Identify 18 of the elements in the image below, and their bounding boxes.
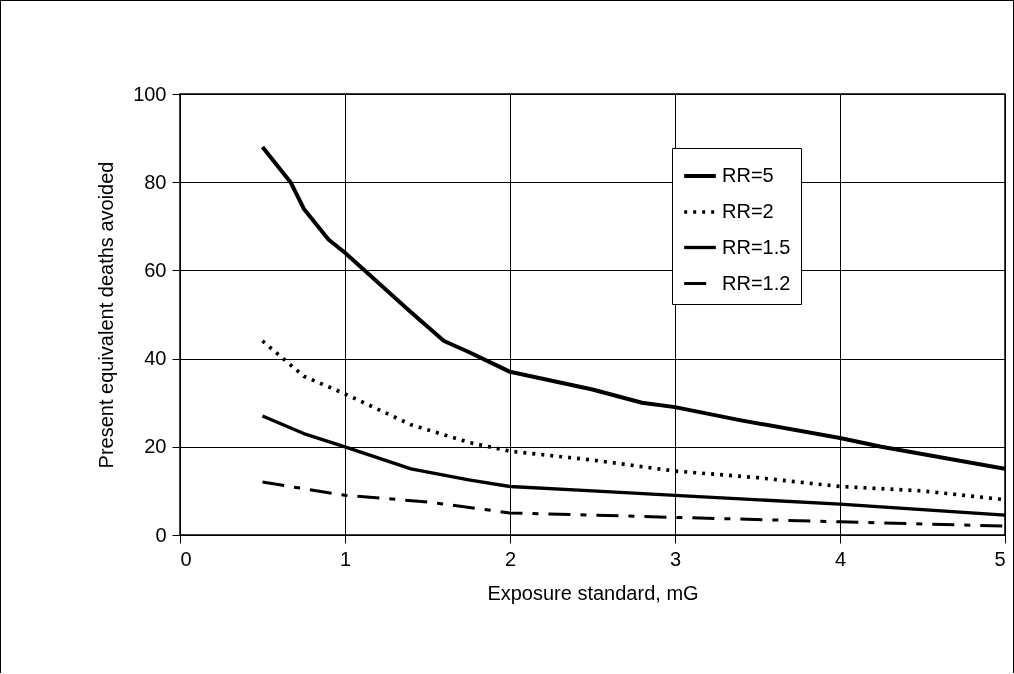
y-tick-label: 100 [133, 82, 167, 105]
x-tick-label: 2 [504, 547, 517, 570]
legend-label: RR=1.5 [722, 235, 791, 258]
y-tick-label: 20 [144, 435, 167, 458]
legend-label: RR=2 [722, 200, 774, 222]
legend-label: RR=5 [722, 164, 774, 186]
y-tick-label: 60 [144, 258, 167, 281]
x-tick-label: 3 [669, 547, 682, 570]
x-tick-label: 4 [834, 547, 847, 570]
y-tick-label: 0 [155, 523, 167, 546]
y-tick-label: 40 [144, 347, 167, 370]
x-tick-label: 1 [339, 547, 352, 570]
y-tick-label: 80 [144, 170, 167, 193]
x-axis-title: Exposure standard, mG [487, 581, 699, 604]
x-tick-label: 0 [180, 547, 192, 570]
legend-label: RR=1.2 [722, 271, 791, 294]
x-tick-label: 5 [994, 547, 1006, 570]
y-axis-title: Present equivalent deaths avoided [95, 161, 118, 469]
